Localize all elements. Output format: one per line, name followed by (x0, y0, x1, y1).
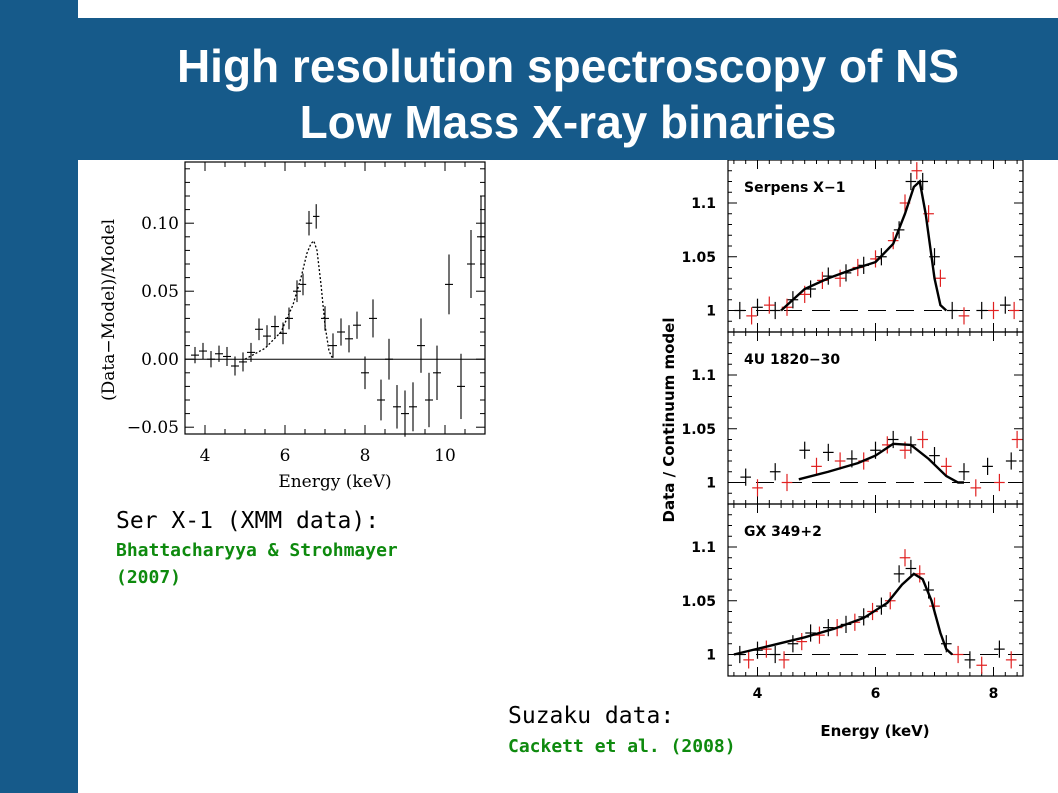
suzaku-x-tick-label: 8 (989, 686, 999, 702)
suzaku-y-tick-label: 1 (706, 304, 716, 320)
xmm-y-tick-label: 0.10 (141, 214, 179, 234)
suzaku-model-curve (733, 572, 954, 656)
xmm-x-tick-label: 10 (434, 446, 456, 466)
suzaku-panel-label: 4U 1820−30 (744, 352, 840, 368)
suzaku-y-tick-label: 1.05 (681, 594, 716, 610)
suzaku-y-tick-label: 1.1 (691, 368, 716, 384)
xmm-x-axis-label: Energy (keV) (278, 472, 391, 492)
xmm-model-curve (244, 239, 334, 360)
xmm-caption-ref-line1: Bhattacharyya & Strohmayer (116, 540, 398, 561)
xmm-plot-frame (184, 161, 486, 435)
suzaku-x-axis-label: Energy (keV) (820, 722, 929, 740)
xmm-y-tick-label: 0.00 (141, 350, 179, 370)
suzaku-y-tick-label: 1.05 (681, 250, 716, 266)
slide-title: High resolution spectroscopy of NS Low M… (78, 38, 1058, 150)
xmm-caption-title: Ser X-1 (XMM data): (116, 508, 380, 534)
suzaku-y-tick-label: 1 (706, 476, 716, 492)
suzaku-ratio-chart: Data / Continuum model Energy (keV) 1 1.0… (660, 160, 1024, 740)
xmm-y-tick-label: −0.05 (127, 418, 179, 438)
suzaku-x-tick-label: 6 (871, 686, 881, 702)
suzaku-y-tick-label: 1.05 (681, 422, 716, 438)
slide-left-bar (0, 0, 78, 793)
title-band (78, 18, 1058, 160)
xmm-caption-ref-line2: (2007) (116, 567, 182, 588)
suzaku-caption-ref: Cackett et al. (2008) (508, 736, 736, 757)
xmm-residual-chart: Energy (keV) (Data−Model)/Model 4 6 8 10 −0.… (99, 161, 486, 492)
xmm-caption: Ser X-1 (XMM data): Bhattacharyya & Stro… (116, 508, 398, 588)
xmm-x-tick-label: 4 (200, 446, 211, 466)
suzaku-x-tick-label: 4 (753, 686, 763, 702)
slide-title-line1: High resolution spectroscopy of NS (176, 40, 960, 92)
suzaku-caption: Suzaku data: Cackett et al. (2008) (508, 703, 736, 757)
suzaku-y-tick-label: 1 (706, 648, 716, 664)
suzaku-panel-label: GX 349+2 (744, 524, 822, 540)
suzaku-y-axis-label: Data / Continuum model (660, 318, 678, 523)
suzaku-caption-title: Suzaku data: (508, 703, 675, 729)
xmm-y-tick-label: 0.05 (141, 282, 179, 302)
xmm-y-axis-label: (Data−Model)/Model (99, 219, 119, 401)
suzaku-y-tick-label: 1.1 (691, 540, 716, 556)
xmm-x-tick-label: 8 (360, 446, 371, 466)
xmm-x-tick-label: 6 (280, 446, 291, 466)
suzaku-y-tick-label: 1.1 (691, 196, 716, 212)
suzaku-panel-label: Serpens X−1 (744, 180, 845, 196)
suzaku-model-curve (780, 179, 948, 312)
slide-title-line2: Low Mass X-ray binaries (299, 96, 837, 148)
suzaku-model-curve (798, 442, 964, 484)
